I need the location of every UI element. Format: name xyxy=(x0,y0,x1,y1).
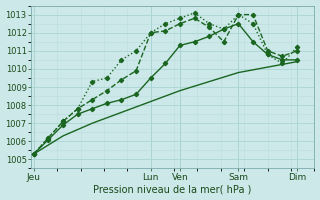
X-axis label: Pression niveau de la mer( hPa ): Pression niveau de la mer( hPa ) xyxy=(93,184,252,194)
